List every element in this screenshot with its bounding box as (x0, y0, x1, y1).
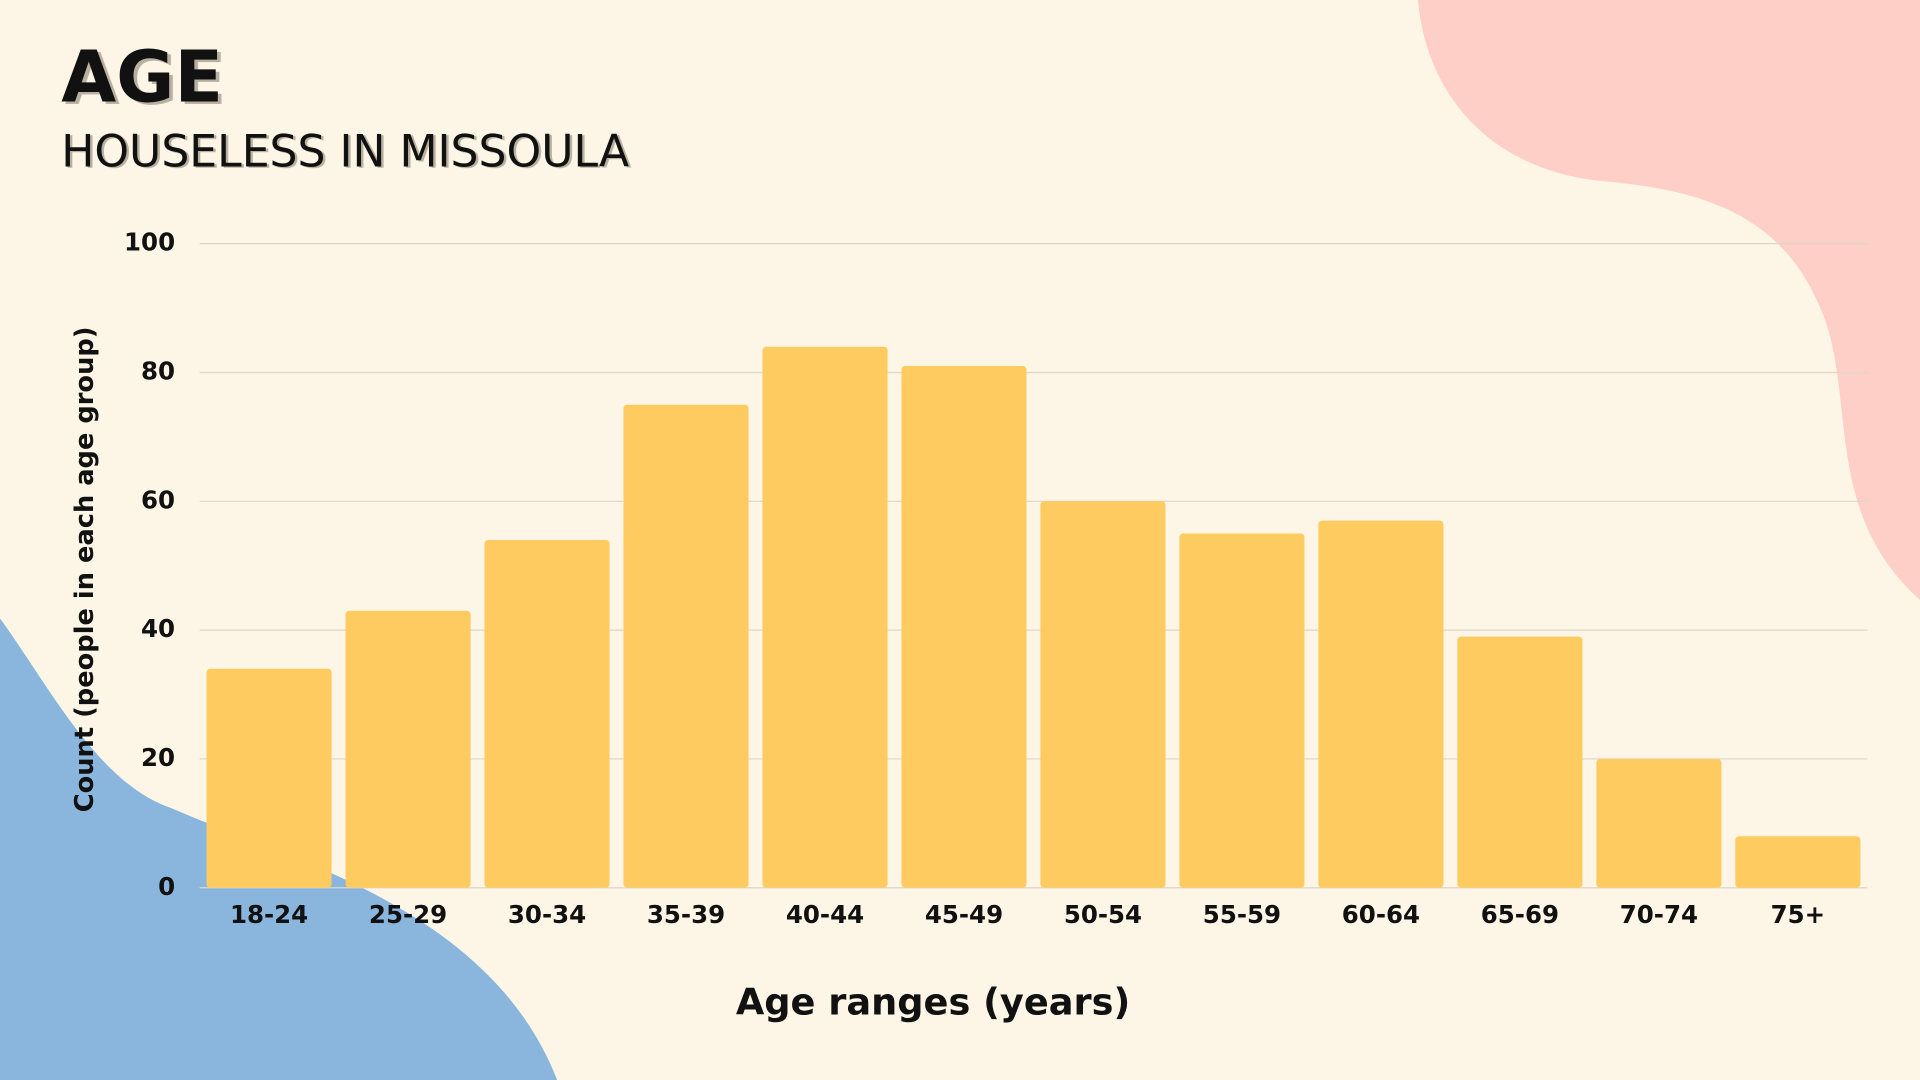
y-tick-label: 80 (141, 356, 175, 385)
x-tick-label: 25-29 (369, 900, 447, 929)
y-tick-label: 20 (141, 743, 175, 772)
x-tick-label: 45-49 (925, 900, 1003, 929)
bar (901, 366, 1027, 888)
x-tick-label: 35-39 (647, 900, 725, 929)
bar (1735, 836, 1861, 888)
bar (623, 404, 749, 888)
x-tick-label: 18-24 (230, 900, 308, 929)
x-tick-label: 30-34 (508, 900, 586, 929)
bar (1318, 520, 1444, 888)
chart-subtitle: HOUSELESS IN MISSOULA (61, 126, 629, 177)
x-tick-label: 70-74 (1620, 900, 1698, 929)
x-tick-label: 75+ (1771, 900, 1826, 929)
x-tick-label: 55-59 (1203, 900, 1281, 929)
bar (1179, 533, 1305, 888)
bar (762, 346, 888, 888)
y-tick-label: 0 (158, 872, 175, 901)
bar (1040, 501, 1166, 888)
x-tick-label: 40-44 (786, 900, 864, 929)
x-axis-label: Age ranges (years) (736, 981, 1130, 1024)
bar (206, 668, 332, 888)
x-tick-label: 60-64 (1342, 900, 1420, 929)
y-tick-label: 100 (124, 228, 175, 257)
y-tick-label: 60 (141, 485, 175, 514)
decor-blob-blue (0, 618, 558, 1080)
x-tick-label: 50-54 (1064, 900, 1142, 929)
bar (1596, 758, 1722, 888)
x-tick-label: 65-69 (1481, 900, 1559, 929)
y-axis-label: Count (people in each age group) (70, 326, 100, 812)
chart-title: AGE (61, 36, 223, 119)
bar (484, 539, 610, 888)
y-tick-label: 40 (141, 614, 175, 643)
decor-blob-pink (1417, 0, 1920, 600)
bar (345, 610, 471, 888)
bar (1457, 636, 1583, 888)
